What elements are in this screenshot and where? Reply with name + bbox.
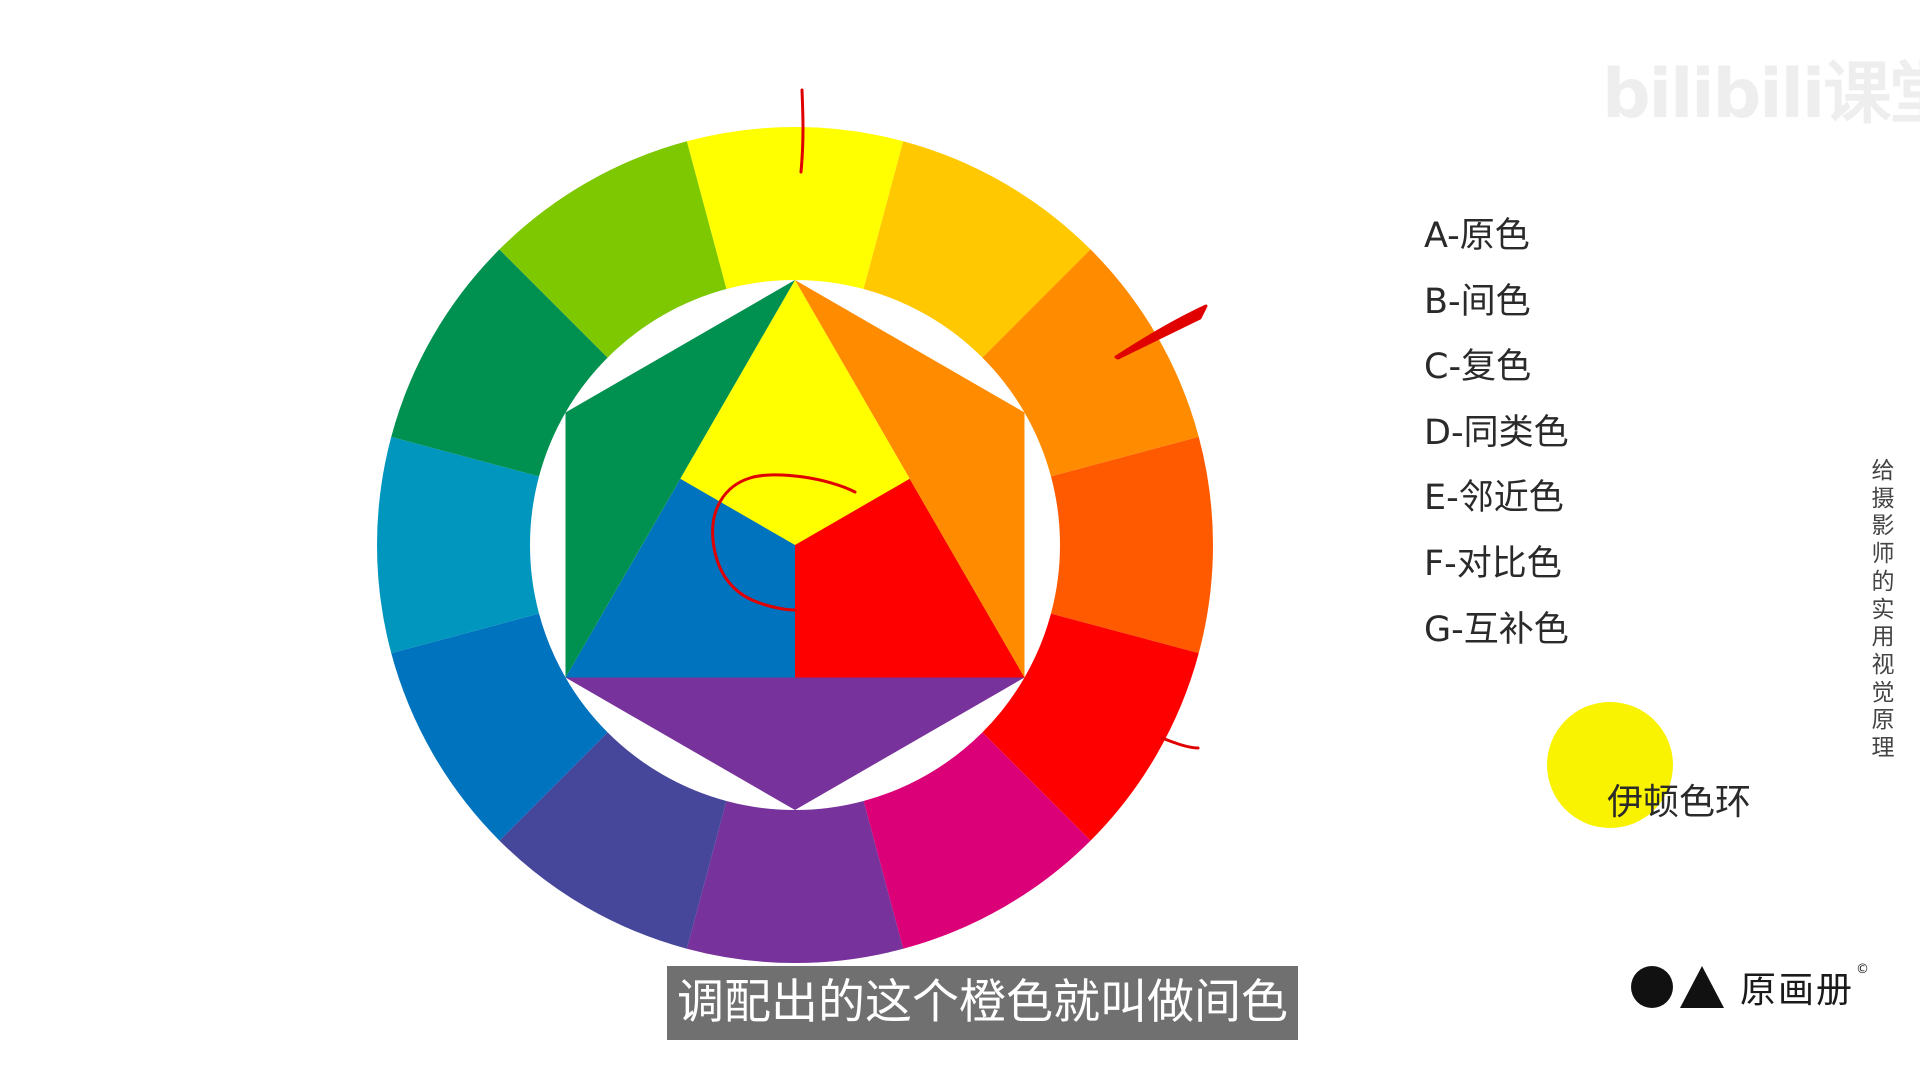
legend-item-d: D-同类色 [1424, 412, 1569, 453]
series-caption: 给摄影师的实用视觉原理 [1871, 458, 1895, 762]
annotation-top-tick [799, 88, 805, 174]
inner-green-triangle [565, 280, 795, 678]
ring-segment-3 [1050, 436, 1213, 654]
bilibili-watermark: bilibili课堂 [1602, 55, 1920, 134]
brand-logo: 原画册 © [1630, 962, 1869, 1012]
annotation-orange-mark [1114, 304, 1208, 360]
legend-item-f: F-对比色 [1424, 543, 1562, 584]
ring-segment-0 [686, 127, 904, 290]
wheel-title: 伊顿色环 [1607, 782, 1752, 823]
legend-item-b: B-间色 [1424, 281, 1531, 322]
inner-red-triangle [795, 478, 1025, 678]
ring-segment-6 [686, 800, 904, 963]
ring-segment-2 [982, 249, 1199, 477]
legend-item-g: G-互补色 [1424, 609, 1569, 650]
video-subtitle: 调配出的这个橙色就叫做间色 [667, 966, 1298, 1040]
inner-orange-triangle [795, 280, 1025, 678]
outer-color-ring [377, 127, 1213, 963]
ring-segment-1 [863, 141, 1091, 358]
ring-segment-10 [391, 249, 608, 477]
annotation-center-circle [711, 473, 857, 612]
copyright-mark: © [1856, 962, 1870, 977]
yellow-dot-icon [1547, 702, 1673, 828]
ring-segment-11 [499, 141, 727, 358]
inner-purple-triangle [565, 677, 1025, 810]
brand-name: 原画册 [1740, 970, 1855, 1011]
legend-item-e: E-邻近色 [1424, 478, 1564, 519]
legend-item-c: C-复色 [1424, 347, 1532, 388]
ring-segment-9 [377, 436, 540, 654]
hand-drawn-annotations [711, 88, 1208, 750]
annotation-red-tick [1160, 736, 1200, 750]
legend-item-a: A-原色 [1424, 216, 1530, 256]
ring-segment-4 [982, 613, 1199, 841]
ring-segment-5 [863, 732, 1091, 949]
ring-segment-8 [391, 613, 608, 841]
inner-blue-triangle [565, 478, 795, 678]
circle-triangle-logo-icon [1631, 966, 1724, 1008]
ring-segment-7 [499, 732, 727, 949]
inner-hexagon [565, 280, 1025, 810]
color-term-legend: A-原色 B-间色 C-复色 D-同类色 E-邻近色 F-对比色 G-互补色 [1424, 204, 1569, 663]
